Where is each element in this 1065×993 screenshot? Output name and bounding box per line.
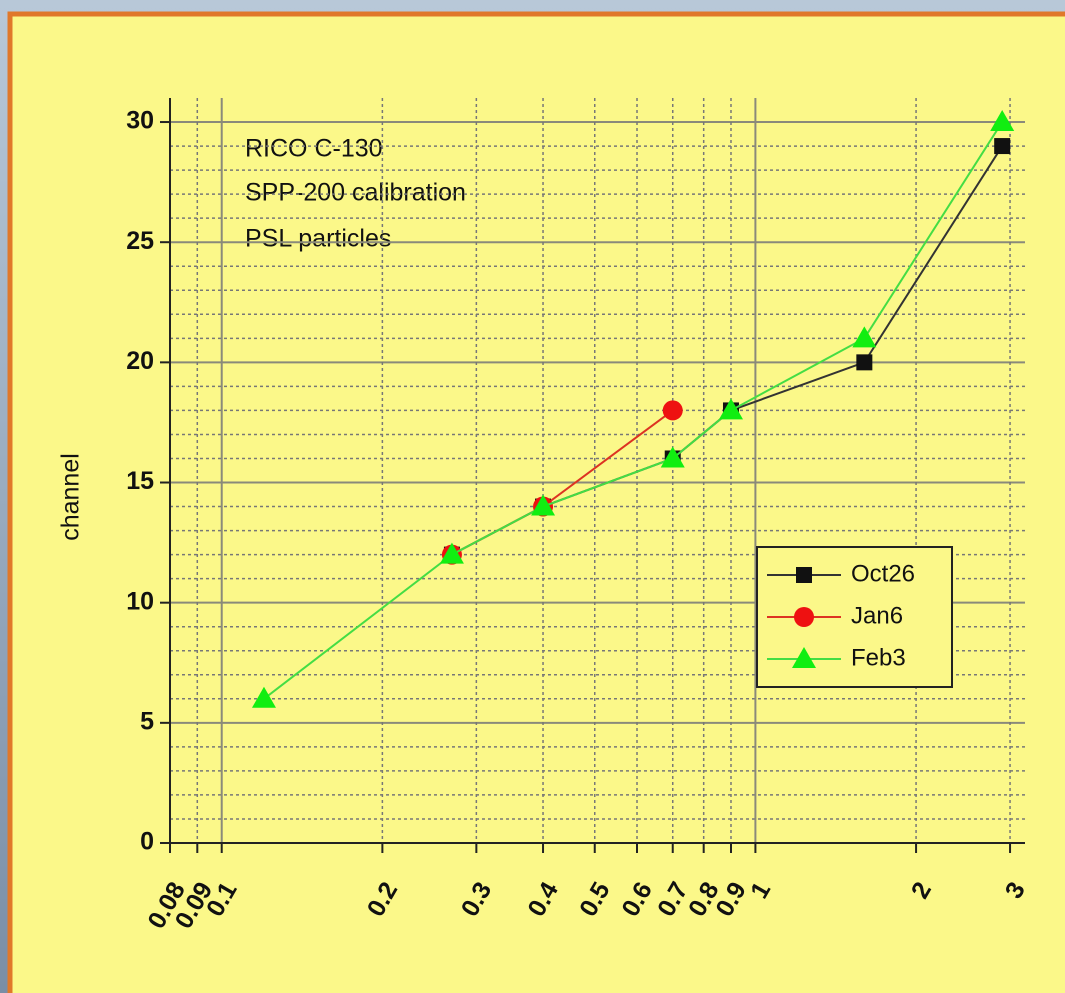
legend-label: Jan6 xyxy=(851,602,903,629)
y-tick-label: 5 xyxy=(140,707,154,735)
legend-marker xyxy=(794,607,814,627)
annotation: RICO C-130 xyxy=(245,135,383,163)
y-tick-label: 20 xyxy=(126,347,154,375)
y-tick-label: 25 xyxy=(126,227,154,255)
y-tick-label: 30 xyxy=(126,107,154,135)
marker xyxy=(856,354,872,370)
legend-label: Feb3 xyxy=(851,644,906,671)
annotation: PSL particles xyxy=(245,225,391,253)
legend-label: Oct26 xyxy=(851,560,915,587)
y-tick-label: 0 xyxy=(140,828,154,856)
legend-marker xyxy=(796,567,812,583)
annotation: SPP-200 calibration xyxy=(245,179,466,207)
marker xyxy=(994,138,1010,154)
y-axis-label: channel xyxy=(57,453,85,541)
marker xyxy=(663,400,683,420)
chart: RICO C-130 SPP-200 calibration PSL parti… xyxy=(0,0,1065,993)
y-tick-label: 10 xyxy=(126,587,154,615)
y-tick-label: 15 xyxy=(126,467,154,495)
